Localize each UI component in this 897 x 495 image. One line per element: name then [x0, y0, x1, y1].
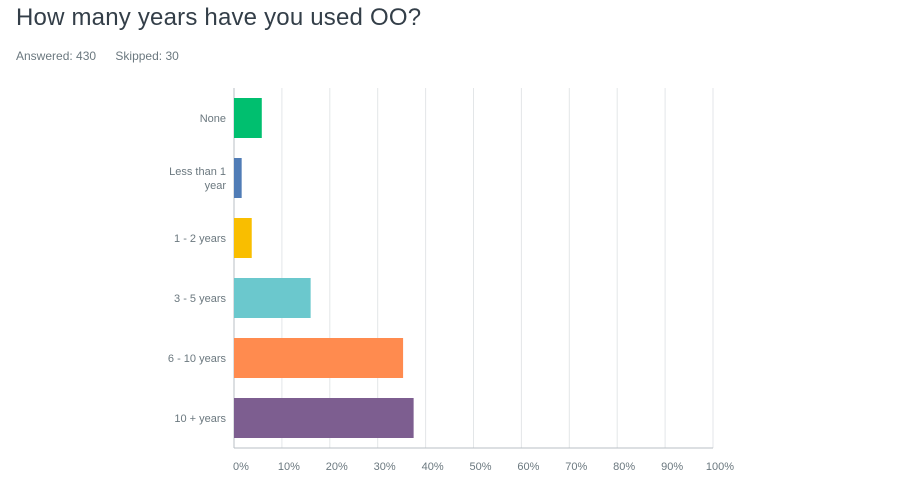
category-label: 6 - 10 years — [168, 353, 227, 365]
x-tick-label: 90% — [661, 461, 683, 473]
category-label: None — [200, 113, 226, 125]
bar[interactable] — [234, 398, 414, 438]
bars — [234, 98, 414, 438]
bar[interactable] — [234, 98, 262, 138]
bar[interactable] — [234, 278, 311, 318]
x-tick-labels: 0% 10% 20% 30% 40% 50% 60% 70% 80% 90% 100% — [233, 461, 734, 473]
skipped-count: Skipped: 30 — [115, 49, 179, 63]
response-stats: Answered: 430 Skipped: 30 — [16, 49, 195, 63]
grid-lines — [233, 88, 714, 449]
category-label: year — [205, 180, 227, 192]
category-label: 10 + years — [174, 413, 226, 425]
x-tick-label: 0% — [233, 461, 249, 473]
category-labels: None Less than 1 year 1 - 2 years 3 - 5 year… — [168, 113, 227, 425]
category-label: 3 - 5 years — [174, 293, 226, 305]
x-tick-label: 100% — [706, 461, 734, 473]
x-tick-label: 50% — [469, 461, 491, 473]
category-label: 1 - 2 years — [174, 233, 226, 245]
page-title: How many years have you used OO? — [16, 4, 422, 31]
x-tick-label: 30% — [374, 461, 396, 473]
bar[interactable] — [234, 338, 404, 378]
category-label: Less than 1 — [169, 166, 226, 178]
answered-count: Answered: 430 — [16, 49, 97, 63]
x-tick-label: 10% — [278, 461, 300, 473]
x-tick-label: 20% — [326, 461, 348, 473]
x-tick-label: 70% — [565, 461, 587, 473]
x-tick-label: 80% — [613, 461, 635, 473]
x-tick-label: 60% — [517, 461, 539, 473]
x-tick-label: 40% — [422, 461, 444, 473]
bar[interactable] — [234, 218, 252, 258]
bar[interactable] — [234, 158, 242, 198]
